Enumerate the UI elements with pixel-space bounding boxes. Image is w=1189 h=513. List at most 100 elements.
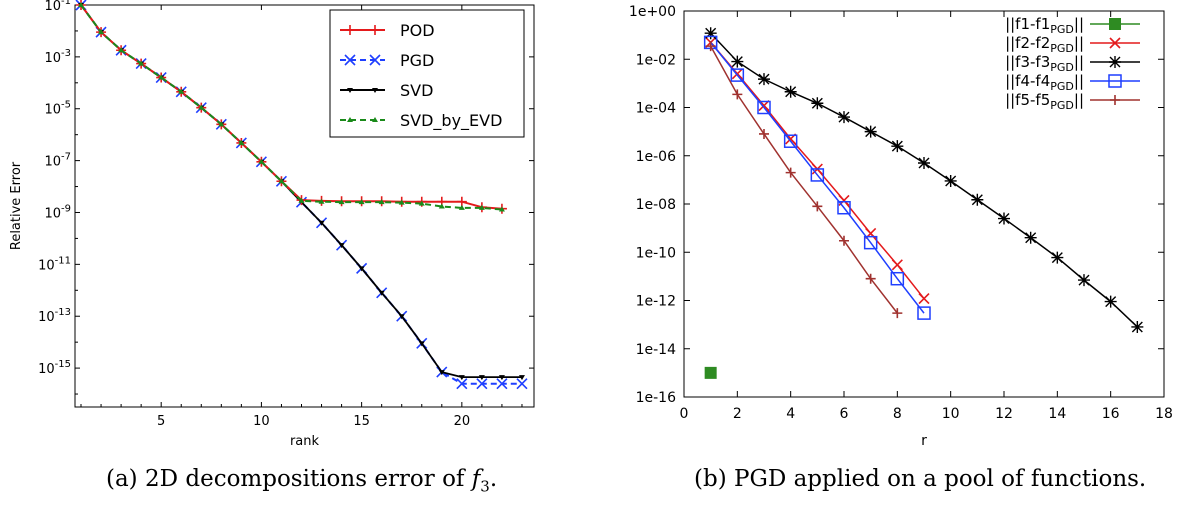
x-tick-label: 12 bbox=[995, 406, 1013, 422]
y-tick-base: 10 bbox=[44, 103, 61, 118]
y-tick-base: 10 bbox=[44, 51, 61, 66]
data-point-f4-f4pgd bbox=[917, 306, 931, 320]
legend-label-main: ||f5-f5 bbox=[1005, 91, 1050, 109]
data-point-f4-f4pgd bbox=[863, 235, 878, 250]
data-point-svd-by-evd bbox=[378, 199, 385, 205]
x-tick-label: 2 bbox=[733, 406, 742, 422]
y-tick-exponent: -11 bbox=[55, 255, 71, 266]
y-tick-label: 10-7 bbox=[44, 152, 71, 170]
data-point-svd bbox=[518, 375, 525, 381]
data-point-f5-f5pgd bbox=[839, 235, 849, 246]
y-tick-label: 1e-08 bbox=[636, 197, 676, 213]
y-tick-base: 10 bbox=[44, 0, 61, 14]
data-point-f5-f5pgd bbox=[759, 128, 769, 139]
series-svd-by-evd bbox=[78, 2, 505, 212]
y-tick-label: 10-1 bbox=[44, 0, 71, 14]
chart-left-decomposition-error: 5 10 15 2010-110-310-510-710-910-1110-1310-… bbox=[9, 0, 535, 449]
y-tick-exponent: -9 bbox=[61, 203, 71, 214]
x-tick-label: 0 bbox=[680, 406, 689, 422]
legend-label-main: ||f3-f3 bbox=[1005, 53, 1050, 71]
legend: ||f1-f1PGD||||f2-f2PGD||||f3-f3PGD||||f4… bbox=[1005, 15, 1140, 112]
data-point-pgd bbox=[456, 378, 468, 390]
legend-label-sub: PGD bbox=[1050, 42, 1074, 55]
legend-label-f5-f5pgd: ||f5-f5PGD|| bbox=[1005, 91, 1084, 112]
data-point-svd-by-evd bbox=[238, 139, 245, 145]
data-point-svd-by-evd bbox=[158, 74, 165, 80]
legend-marker-f3-f3pgd bbox=[1109, 56, 1121, 68]
legend-label-tail: || bbox=[1074, 53, 1084, 71]
series-f1-f1pgd bbox=[704, 366, 717, 379]
legend-label-main: ||f4-f4 bbox=[1005, 72, 1050, 90]
y-tick-base: 10 bbox=[44, 206, 61, 221]
data-point-f3-f3pgd bbox=[838, 111, 850, 124]
x-tick-label: 15 bbox=[353, 414, 370, 429]
x-tick-label: 14 bbox=[1048, 406, 1066, 422]
data-point-f3-f3pgd bbox=[758, 73, 770, 86]
caption-right: (b) PGD applied on a pool of functions. bbox=[694, 466, 1147, 492]
data-point-svd-by-evd bbox=[398, 199, 405, 205]
legend-label-sub: PGD bbox=[1050, 23, 1074, 36]
data-point-svd bbox=[478, 375, 485, 381]
y-tick-base: 10 bbox=[38, 362, 55, 377]
x-tick-label: 8 bbox=[893, 406, 902, 422]
y-tick-label: 10-5 bbox=[44, 100, 71, 118]
data-point-f3-f3pgd bbox=[1131, 320, 1144, 333]
legend-label-sub: PGD bbox=[1050, 80, 1074, 93]
series-line-svd-by-evd bbox=[80, 4, 503, 211]
data-point-svd-by-evd bbox=[478, 204, 485, 210]
x-tick-label: 5 bbox=[157, 414, 165, 429]
data-point-f3-f3pgd bbox=[731, 55, 744, 68]
data-point-svd-by-evd bbox=[138, 60, 145, 66]
data-point-f3-f3pgd bbox=[998, 212, 1010, 225]
caption-left-text: (a) 2D decompositions error of bbox=[106, 466, 472, 492]
series-line-f4-f4pgd bbox=[710, 41, 925, 314]
y-tick-label: 1e+00 bbox=[629, 4, 676, 20]
data-point-svd bbox=[318, 220, 325, 226]
data-point-svd-by-evd bbox=[198, 104, 205, 110]
y-tick-label: 1e-06 bbox=[636, 149, 676, 165]
data-point-svd-by-evd bbox=[458, 204, 465, 210]
y-axis-label: Relative Error bbox=[9, 161, 24, 250]
data-point-f4-f4pgd bbox=[890, 271, 905, 286]
legend-marker-f4-f4pgd bbox=[1108, 74, 1122, 88]
legend-marker-svd-by-evd bbox=[372, 117, 378, 122]
legend-marker-f2-f2pgd bbox=[1109, 37, 1121, 49]
data-point-svd bbox=[458, 375, 465, 381]
x-tick-label: 20 bbox=[454, 414, 471, 429]
legend-label-sub: PGD bbox=[1050, 61, 1074, 74]
y-tick-label: 10-11 bbox=[38, 255, 71, 273]
data-point-svd-by-evd bbox=[98, 29, 105, 35]
data-point-f4-f4pgd bbox=[757, 100, 771, 115]
legend-label-f1-f1pgd: ||f1-f1PGD|| bbox=[1005, 15, 1084, 36]
legend-marker-pod bbox=[345, 25, 355, 35]
caption-left-math: f bbox=[471, 466, 481, 492]
legend-label-f4-f4pgd: ||f4-f4PGD|| bbox=[1005, 72, 1084, 93]
data-point-svd-by-evd bbox=[118, 47, 125, 53]
y-tick-label: 10-15 bbox=[38, 359, 71, 377]
legend-box bbox=[329, 9, 525, 138]
y-tick-label: 1e-12 bbox=[636, 294, 676, 310]
data-point-svd-by-evd bbox=[258, 158, 265, 164]
y-tick-label: 1e-14 bbox=[636, 342, 676, 358]
legend-label-svd-by-evd: SVD_by_EVD bbox=[400, 111, 502, 131]
y-tick-base: 10 bbox=[44, 155, 61, 170]
caption-left-period: . bbox=[489, 466, 498, 492]
legend-marker-f1-f1pgd bbox=[1109, 18, 1121, 30]
data-point-svd-by-evd bbox=[318, 198, 325, 204]
data-point-f5-f5pgd bbox=[865, 273, 876, 284]
series-f5-f5pgd bbox=[705, 41, 903, 319]
legend-label-f2-f2pgd: ||f2-f2PGD|| bbox=[1005, 34, 1084, 55]
x-tick-label: 10 bbox=[253, 414, 270, 429]
data-point-svd-by-evd bbox=[218, 121, 225, 127]
x-tick-label: 18 bbox=[1155, 406, 1173, 422]
series-f3-f3pgd bbox=[704, 27, 1144, 333]
data-point-svd-by-evd bbox=[178, 88, 185, 94]
data-point-f2-f2pgd bbox=[891, 259, 903, 271]
legend-label-tail: || bbox=[1074, 15, 1084, 33]
plot-frame bbox=[683, 10, 1165, 398]
data-point-svd-by-evd bbox=[78, 2, 85, 7]
x-tick-label: 6 bbox=[840, 406, 849, 422]
data-point-pgd bbox=[496, 378, 508, 390]
data-point-f5-f5pgd bbox=[892, 308, 903, 319]
data-point-svd bbox=[378, 290, 385, 296]
